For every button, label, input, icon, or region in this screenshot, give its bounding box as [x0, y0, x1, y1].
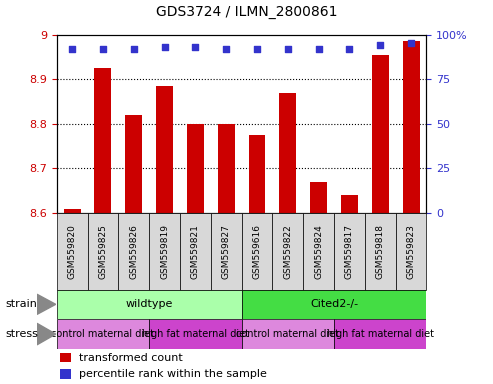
Bar [211, 213, 242, 290]
Bar [95, 68, 111, 213]
Text: strain: strain [5, 299, 37, 310]
Bar [60, 369, 71, 379]
Point [99, 46, 107, 52]
Bar [303, 213, 334, 290]
Bar [64, 209, 80, 213]
Bar [248, 135, 265, 213]
Polygon shape [37, 323, 56, 345]
Bar [149, 213, 180, 290]
Point [376, 42, 384, 48]
Text: stress: stress [5, 329, 38, 339]
Text: control maternal diet: control maternal diet [51, 329, 154, 339]
Text: high fat maternal diet: high fat maternal diet [142, 329, 249, 339]
Bar [395, 213, 426, 290]
Bar [334, 319, 426, 349]
Bar [280, 93, 296, 213]
Bar [334, 213, 365, 290]
Bar [57, 213, 88, 290]
Bar [341, 195, 358, 213]
Bar [218, 124, 235, 213]
Bar [365, 213, 395, 290]
Bar [57, 290, 242, 319]
Bar [57, 319, 149, 349]
Bar [60, 353, 71, 362]
Text: control maternal diet: control maternal diet [236, 329, 339, 339]
Bar [372, 55, 388, 213]
Point [253, 46, 261, 52]
Bar [403, 41, 420, 213]
Point [407, 40, 415, 46]
Bar [242, 319, 334, 349]
Text: GDS3724 / ILMN_2800861: GDS3724 / ILMN_2800861 [156, 5, 337, 19]
Point [130, 46, 138, 52]
Text: GSM559825: GSM559825 [99, 224, 107, 279]
Bar [118, 213, 149, 290]
Text: GSM559616: GSM559616 [252, 224, 261, 279]
Point [284, 46, 292, 52]
Text: GSM559819: GSM559819 [160, 224, 169, 279]
Text: GSM559817: GSM559817 [345, 224, 354, 279]
Point [222, 46, 230, 52]
Text: GSM559826: GSM559826 [129, 224, 138, 279]
Point [161, 44, 169, 50]
Text: GSM559827: GSM559827 [222, 224, 231, 279]
Polygon shape [37, 294, 56, 314]
Text: GSM559818: GSM559818 [376, 224, 385, 279]
Text: percentile rank within the sample: percentile rank within the sample [79, 369, 267, 379]
Bar [149, 319, 242, 349]
Text: GSM559820: GSM559820 [68, 224, 76, 279]
Point [191, 44, 199, 50]
Point [68, 46, 76, 52]
Point [346, 46, 353, 52]
Text: GSM559824: GSM559824 [314, 224, 323, 279]
Bar [156, 86, 173, 213]
Text: GSM559822: GSM559822 [283, 224, 292, 279]
Bar [310, 182, 327, 213]
Bar [180, 213, 211, 290]
Text: high fat maternal diet: high fat maternal diet [327, 329, 434, 339]
Text: GSM559823: GSM559823 [407, 224, 416, 279]
Bar [242, 290, 426, 319]
Text: Cited2-/-: Cited2-/- [310, 299, 358, 310]
Text: GSM559821: GSM559821 [191, 224, 200, 279]
Text: wildtype: wildtype [125, 299, 173, 310]
Bar [242, 213, 272, 290]
Bar [272, 213, 303, 290]
Bar [88, 213, 118, 290]
Bar [187, 124, 204, 213]
Bar [125, 115, 142, 213]
Text: transformed count: transformed count [79, 353, 182, 362]
Point [315, 46, 322, 52]
